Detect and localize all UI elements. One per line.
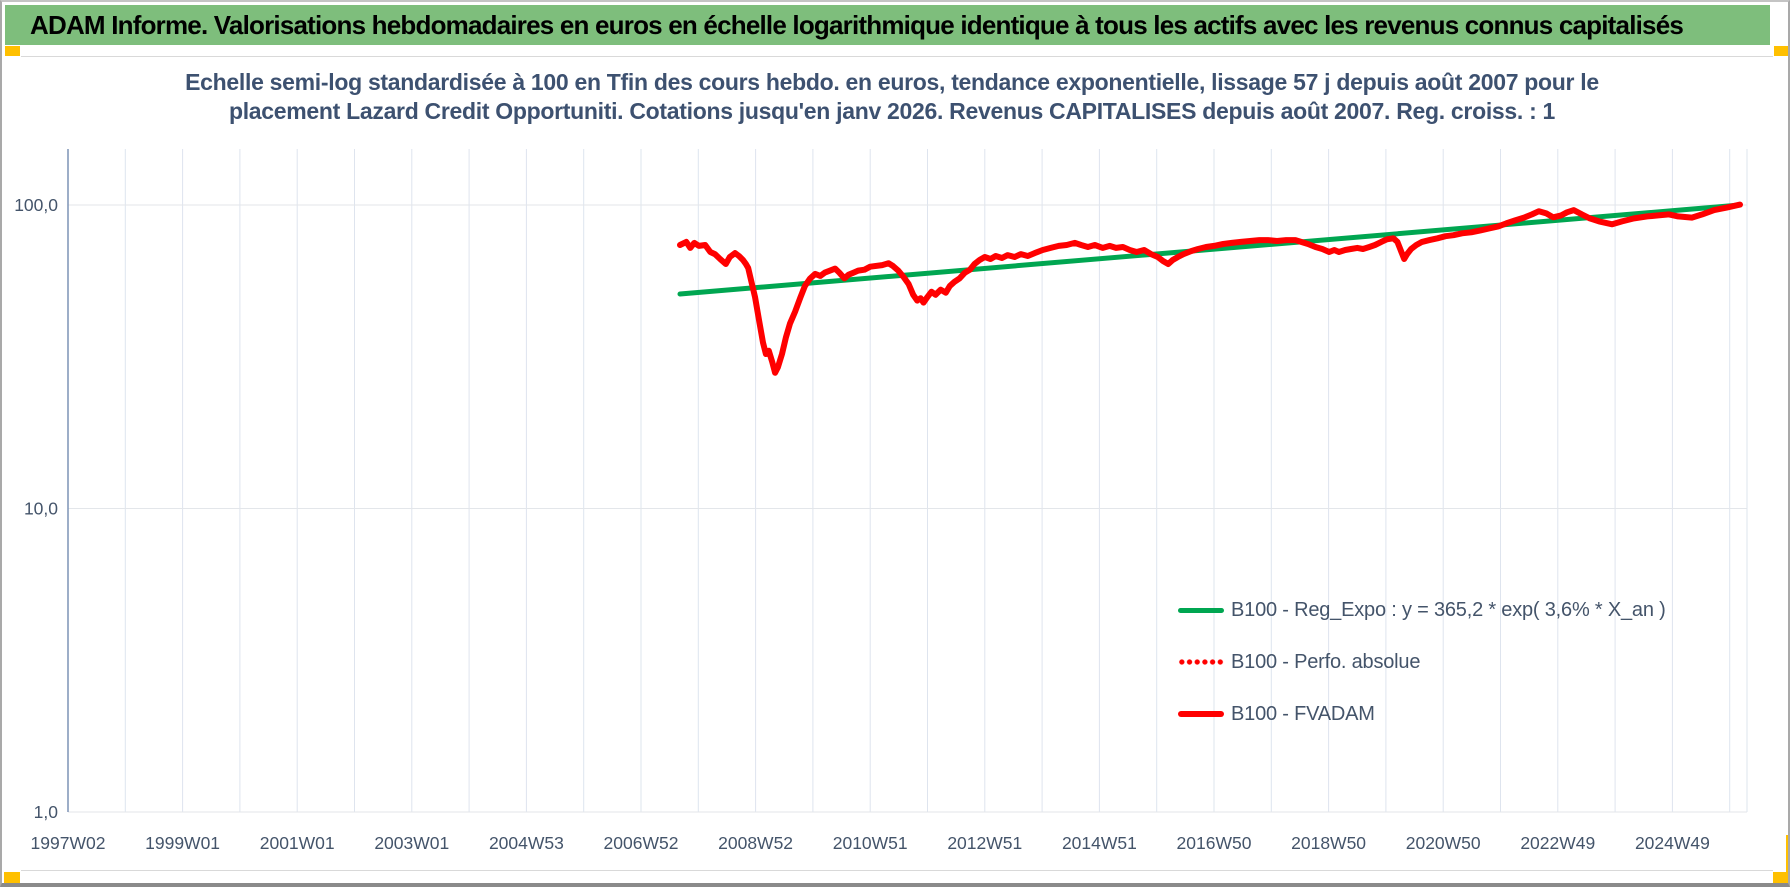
x-tick-label: 2014W51: [1062, 833, 1137, 853]
x-tick-label: 2012W51: [947, 833, 1022, 853]
chart-title: Echelle semi-log standardisée à 100 en T…: [152, 68, 1632, 126]
legend-label-perfo_absolue: B100 - Perfo. absolue: [1231, 650, 1421, 673]
row-divider-top: [21, 56, 1773, 57]
legend-label-fvadam: B100 - FVADAM: [1231, 702, 1375, 725]
legend-label-reg_expo: B100 - Reg_Expo : y = 365,2 * exp( 3,6% …: [1231, 598, 1666, 621]
chart-legend: B100 - Reg_Expo : y = 365,2 * exp( 3,6% …: [1178, 584, 1666, 740]
y-tick-label: 100,0: [14, 195, 58, 215]
x-tick-label: 2008W52: [718, 833, 793, 853]
x-tick-label: 2003W01: [374, 833, 449, 853]
legend-item-fvadam: B100 - FVADAM: [1178, 688, 1666, 740]
yellow-marker-bottom-right: [1773, 872, 1788, 883]
yellow-marker-top-right: [1774, 46, 1788, 56]
x-tick-label: 2016W50: [1177, 833, 1252, 853]
yellow-marker-right-strip: [1786, 835, 1788, 872]
series-fvadam-line: [677, 201, 1743, 376]
x-tick-label: 2020W50: [1406, 833, 1481, 853]
x-tick-label: 1997W02: [31, 833, 106, 853]
series-perfo_absolue-line: [677, 202, 1743, 376]
chart-title-line1: Echelle semi-log standardisée à 100 en T…: [185, 69, 1599, 95]
x-tick-label: 2006W52: [604, 833, 679, 853]
x-tick-label: 2024W49: [1635, 833, 1710, 853]
legend-item-perfo_absolue: B100 - Perfo. absolue: [1178, 636, 1666, 688]
yellow-marker-bottom-left: [4, 872, 20, 883]
x-tick-label: 2022W49: [1520, 833, 1595, 853]
legend-item-reg_expo: B100 - Reg_Expo : y = 365,2 * exp( 3,6% …: [1178, 584, 1666, 636]
banner-title: ADAM Informe. Valorisations hebdomadaire…: [30, 9, 1684, 40]
series-reg_expo-line: [677, 202, 1743, 297]
legend-dotted-swatch-perfo_absolue: [1178, 659, 1224, 665]
yellow-marker-top-left: [5, 46, 20, 56]
y-tick-label: 10,0: [24, 499, 58, 519]
legend-solid-swatch-reg_expo: [1178, 607, 1224, 613]
y-tick-label: 1,0: [34, 802, 59, 822]
chart-title-line2: placement Lazard Credit Opportuniti. Cot…: [228, 98, 1556, 124]
legend-solid-swatch-fvadam: [1178, 711, 1224, 717]
x-tick-label: 2001W01: [260, 833, 335, 853]
x-tick-label: 2010W51: [833, 833, 908, 853]
x-tick-label: 2018W50: [1291, 833, 1366, 853]
row-divider-bottom: [21, 870, 1773, 871]
x-tick-label: 1999W01: [145, 833, 220, 853]
banner: ADAM Informe. Valorisations hebdomadaire…: [5, 5, 1770, 45]
x-tick-label: 2004W53: [489, 833, 564, 853]
